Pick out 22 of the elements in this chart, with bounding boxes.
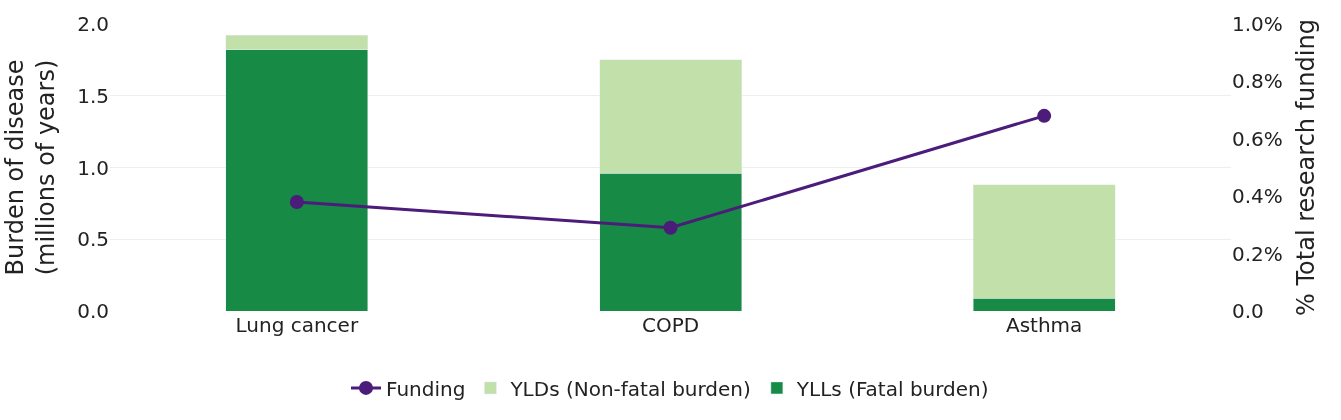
point	[289, 194, 304, 209]
y2-tick-label: 0.2%	[1232, 241, 1283, 266]
y2-tick-label: 0.8%	[1232, 69, 1283, 94]
x-tick-label: Lung cancer	[235, 313, 359, 337]
y-tick-label: 1.0	[77, 155, 109, 180]
y-axis-title: Burden of disease (millions of years)	[1, 59, 61, 276]
legend-label: YLDs (Non-fatal burden)	[509, 376, 751, 401]
y-tick-label: 2.0	[77, 12, 109, 36]
y-tick-label: 0.5	[77, 227, 109, 252]
x-tick-label: Asthma	[1005, 313, 1083, 337]
point	[1037, 108, 1052, 123]
y-tick-label: 0.0	[77, 299, 109, 323]
legend-label: YLLs (Fatal burden)	[795, 376, 989, 401]
point	[663, 220, 678, 235]
legend-label: Funding	[386, 376, 466, 401]
x-tick-label: COPD	[641, 313, 700, 337]
y2-tick-label: 0.6%	[1232, 126, 1283, 151]
y2-tick-label: 0.4%	[1232, 184, 1283, 209]
y2-tick-label: 0.0	[1232, 299, 1264, 323]
y2-tick-label: 1.0%	[1232, 12, 1283, 36]
y2-axis-title: % Total research funding	[1292, 19, 1321, 316]
y-tick-label: 1.5	[77, 83, 109, 108]
